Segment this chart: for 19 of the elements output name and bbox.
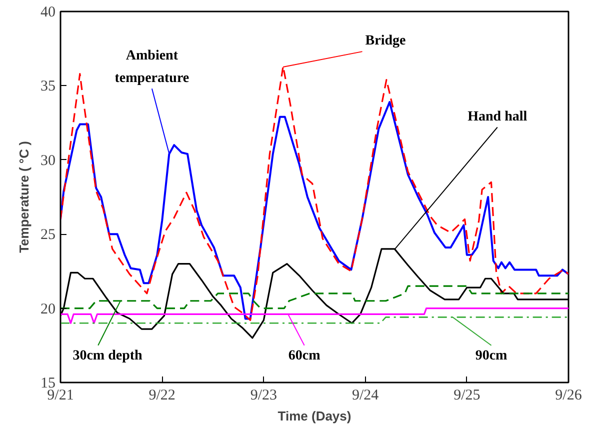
text: Ambient temperature xyxy=(114,48,190,86)
x-tick-label: 9/23 xyxy=(250,388,278,404)
text: Hand hall xyxy=(468,109,528,124)
x-axis-title: Time (Days) xyxy=(278,408,352,424)
x-tick-label: 9/22 xyxy=(148,388,176,404)
legend-label: 90cm xyxy=(475,348,508,364)
y-axis-title: Temperature ( °C ) xyxy=(16,141,32,253)
legend-label: 60cm xyxy=(288,348,321,364)
x-tick-label: 9/25 xyxy=(454,388,480,404)
y-tick-label: 35 xyxy=(40,78,56,95)
text: 30cm depth xyxy=(72,348,143,364)
y-tick-label: 20 xyxy=(40,301,56,318)
y-tick-label: 25 xyxy=(40,227,56,244)
y-tick-label: 40 xyxy=(40,4,56,20)
x-tick-label: 9/26 xyxy=(555,388,582,404)
x-tick-label: 9/24 xyxy=(352,388,380,404)
text: Bridge xyxy=(365,34,406,49)
y-tick-label: 30 xyxy=(40,152,56,169)
x-tick-label: 9/21 xyxy=(47,388,74,404)
